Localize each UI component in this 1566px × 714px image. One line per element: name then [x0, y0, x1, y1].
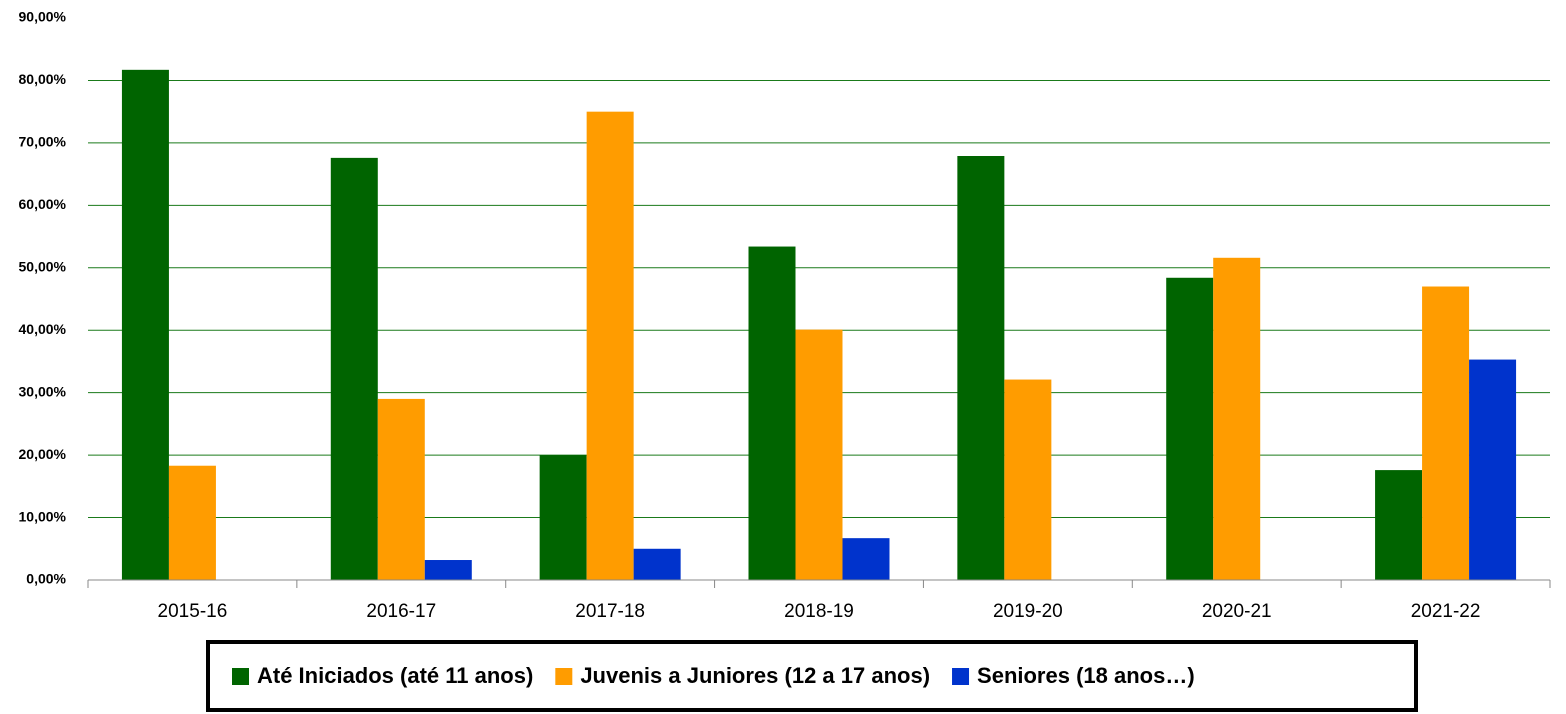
bar	[1375, 470, 1423, 580]
x-tick-label: 2015-16	[158, 601, 228, 622]
bar	[842, 538, 890, 580]
y-tick-label: 50,00%	[19, 258, 67, 274]
legend-label: Seniores (18 anos…)	[977, 663, 1195, 688]
legend-box	[206, 640, 1418, 712]
legend-swatch	[952, 668, 970, 685]
bar	[795, 329, 843, 580]
bar	[1469, 359, 1517, 580]
legend-swatch	[232, 668, 249, 685]
y-tick-label: 30,00%	[19, 383, 67, 399]
bar	[957, 156, 1005, 580]
bar	[330, 157, 378, 580]
x-tick-label: 2019-20	[993, 601, 1063, 622]
bar	[424, 560, 472, 580]
bar	[633, 548, 681, 580]
legend-label: Juvenis a Juniores (12 a 17 anos)	[580, 663, 930, 688]
y-tick-label: 10,00%	[19, 508, 67, 524]
bar	[748, 246, 796, 580]
x-tick-label: 2017-18	[575, 601, 645, 622]
bar	[1422, 286, 1470, 580]
bar	[168, 465, 216, 580]
legend-swatch	[555, 668, 573, 685]
y-tick-label: 90,00%	[19, 9, 67, 25]
bar	[377, 398, 425, 580]
legend-label: Até Iniciados (até 11 anos)	[257, 663, 533, 688]
y-tick-label: 60,00%	[19, 196, 67, 212]
x-tick-label: 2021-22	[1411, 601, 1481, 622]
bar	[1213, 257, 1261, 580]
x-tick-label: 2020-21	[1202, 601, 1272, 622]
x-tick-label: 2016-17	[366, 601, 436, 622]
bar	[1004, 379, 1052, 580]
bar	[1166, 277, 1214, 580]
bar	[121, 69, 169, 580]
bar	[586, 111, 634, 581]
x-tick-label: 2018-19	[784, 601, 854, 622]
y-tick-label: 20,00%	[19, 446, 67, 462]
y-tick-label: 70,00%	[19, 134, 67, 150]
bar	[539, 455, 587, 580]
y-tick-label: 80,00%	[19, 71, 67, 87]
y-tick-label: 0,00%	[26, 571, 66, 587]
y-tick-label: 40,00%	[19, 321, 67, 337]
